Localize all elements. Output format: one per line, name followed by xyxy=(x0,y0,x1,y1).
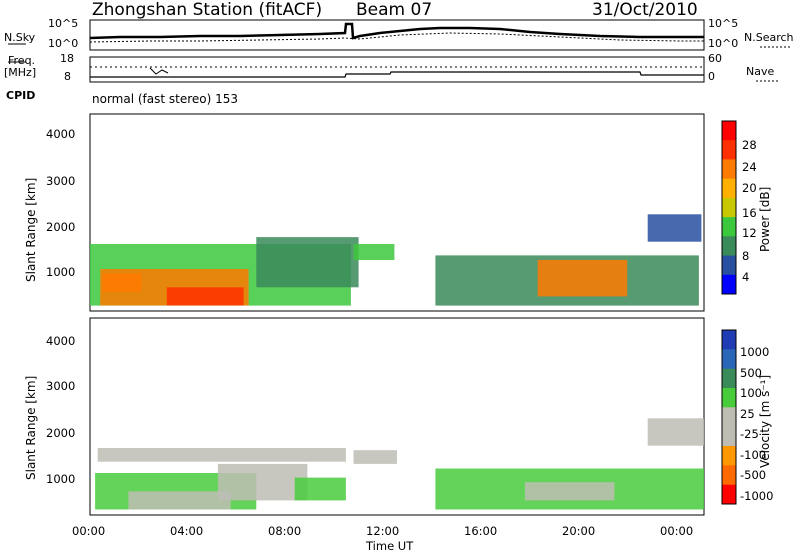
colorbar-swatch xyxy=(722,255,736,276)
power-ytick: 1000 xyxy=(46,265,76,279)
velocity-ytick: 2000 xyxy=(46,426,76,440)
x-tick: 16:00 xyxy=(464,524,498,538)
velocity-cbar-tick: 500 xyxy=(740,366,762,380)
colorbar-swatch xyxy=(722,349,736,370)
nave-dip xyxy=(149,67,169,75)
nave-trace xyxy=(90,71,704,78)
colorbar-frame xyxy=(721,120,737,295)
power-ytick: 4000 xyxy=(46,127,76,141)
freq-label-1: Freq. xyxy=(8,54,36,67)
noise-search-label: N.Search xyxy=(744,31,794,44)
colorbar-swatch xyxy=(722,407,736,428)
heatmap-cell xyxy=(353,450,397,464)
heatmap-cell xyxy=(166,287,244,306)
power-data xyxy=(90,214,702,306)
colorbar-swatch xyxy=(722,197,736,218)
cpid-text: normal (fast stereo) 153 xyxy=(92,92,239,106)
x-axis-label: Time UT xyxy=(366,539,414,553)
noise-sky-trace xyxy=(89,22,704,40)
heatmap-cell xyxy=(524,482,615,501)
x-tick: 08:00 xyxy=(268,524,302,538)
colorbar-frame xyxy=(721,329,737,505)
colorbar-swatch xyxy=(722,217,736,237)
colorbar-swatch xyxy=(722,236,736,256)
power-ytick: 3000 xyxy=(46,174,76,188)
power-colorbar xyxy=(721,120,737,295)
velocity-cbar-tick: -25 xyxy=(740,427,759,441)
velocity-ytick: 4000 xyxy=(46,334,76,348)
x-tick: 12:00 xyxy=(366,524,400,538)
velocity-ytick: 3000 xyxy=(46,379,76,393)
heatmap-cell xyxy=(294,477,346,501)
freq-panel-frame xyxy=(89,56,705,83)
x-tick: 00:00 xyxy=(660,524,694,538)
colorbar-swatch xyxy=(722,484,736,505)
beam-title: Beam 07 xyxy=(356,0,433,20)
nave-tick-top: 60 xyxy=(708,52,722,65)
noise-sky-label: N.Sky xyxy=(4,31,36,44)
noise-right-tick-top: 10^5 xyxy=(708,17,739,30)
velocity-cbar-tick: 1000 xyxy=(740,345,770,359)
colorbar-swatch xyxy=(722,368,736,389)
heatmap-cell xyxy=(256,237,359,288)
freq-tick-bottom: 8 xyxy=(64,70,71,83)
power-ytick: 2000 xyxy=(46,220,76,234)
velocity-cbar-tick: 100 xyxy=(740,386,762,400)
colorbar-swatch xyxy=(722,330,736,350)
velocity-colorbar xyxy=(721,329,737,505)
nave-tick-bottom: 0 xyxy=(708,70,715,83)
colorbar-swatch xyxy=(722,159,736,180)
heatmap-cell xyxy=(102,273,142,292)
power-cbar-tick: 24 xyxy=(742,160,757,174)
date-title: 31/Oct/2010 xyxy=(592,0,698,20)
power-cbar-tick: 8 xyxy=(742,249,750,263)
x-tick: 20:00 xyxy=(562,524,596,538)
noise-panel-frame xyxy=(89,19,705,51)
colorbar-swatch xyxy=(722,140,736,160)
power-cbar-tick: 28 xyxy=(742,138,757,152)
x-tick: 00:00 xyxy=(72,524,106,538)
heatmap-cell xyxy=(537,259,628,297)
heatmap-cell xyxy=(217,463,308,501)
heatmap-cell xyxy=(353,244,395,260)
power-cbar-tick: 16 xyxy=(742,206,757,220)
velocity-data xyxy=(95,418,704,510)
freq-tick-top: 18 xyxy=(60,52,74,65)
heatmap-cell xyxy=(647,214,702,242)
nave-label: Nave xyxy=(746,65,775,78)
noise-right-tick-bottom: 10^0 xyxy=(708,37,739,50)
colorbar-swatch xyxy=(722,178,736,199)
x-tick: 04:00 xyxy=(170,524,204,538)
power-cbar-tick: 12 xyxy=(742,226,757,240)
velocity-cbar-tick: -100 xyxy=(740,448,767,462)
colorbar-swatch xyxy=(722,274,736,295)
colorbar-swatch xyxy=(722,465,736,486)
colorbar-swatch xyxy=(722,121,736,141)
colorbar-swatch xyxy=(722,426,736,447)
heatmap-cell xyxy=(128,491,231,510)
station-title: Zhongshan Station (fitACF) xyxy=(92,0,323,20)
velocity-cbar-tick: -500 xyxy=(740,468,767,482)
velocity-ytick: 1000 xyxy=(46,472,76,486)
heatmap-cell xyxy=(647,418,704,446)
noise-left-tick-top: 10^5 xyxy=(48,17,79,30)
colorbar-swatch xyxy=(722,446,736,466)
heatmap-cell xyxy=(97,448,346,462)
power-cbar-tick: 4 xyxy=(742,270,750,284)
power-cbar-tick: 20 xyxy=(742,181,757,195)
colorbar-swatch xyxy=(722,388,736,408)
cpid-label: CPID xyxy=(6,89,36,102)
noise-search-trace xyxy=(89,32,704,43)
noise-left-tick-bottom: 10^0 xyxy=(48,37,79,50)
velocity-cbar-tick: -1000 xyxy=(740,489,774,503)
freq-label-2: [MHz] xyxy=(4,66,37,79)
velocity-cbar-tick: 25 xyxy=(740,407,755,421)
